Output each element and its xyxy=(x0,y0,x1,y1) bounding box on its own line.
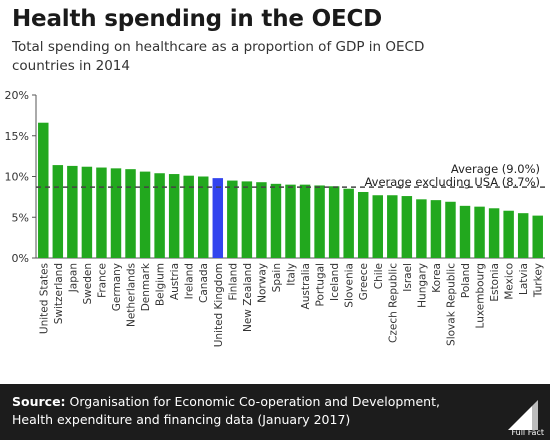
y-tick-label: 20% xyxy=(5,89,29,102)
bar xyxy=(168,174,180,258)
average-excluding-usa-label: Average excluding USA (8.7%) xyxy=(364,175,540,189)
bar xyxy=(38,122,49,259)
bar xyxy=(227,180,238,258)
y-tick-label: 10% xyxy=(5,171,29,184)
bar xyxy=(387,195,398,258)
y-tick-label: 0% xyxy=(12,252,29,265)
source-label: Source: xyxy=(12,394,66,409)
chart-title: Health spending in the OECD xyxy=(12,6,383,32)
x-tick-label: Slovak Republic xyxy=(445,263,457,346)
bar xyxy=(198,176,209,258)
bar xyxy=(343,188,354,258)
x-tick-label: Estonia xyxy=(489,263,501,302)
y-tick-label: 5% xyxy=(12,211,29,224)
bar xyxy=(154,173,165,258)
bar xyxy=(256,182,267,258)
x-tick-label: Portugal xyxy=(315,263,327,307)
x-tick-label: Mexico xyxy=(504,263,516,300)
x-tick-label: Ireland xyxy=(184,263,196,299)
x-tick-label: Poland xyxy=(460,263,472,298)
footer: Source: Organisation for Economic Co-ope… xyxy=(0,384,550,440)
x-tick-label: France xyxy=(96,263,108,298)
bar xyxy=(488,208,500,258)
y-tick-label: 15% xyxy=(5,130,29,143)
logo-text: Full Fact xyxy=(511,428,544,437)
x-tick-label: New Zealand xyxy=(242,263,254,332)
x-tick-label: Sweden xyxy=(82,263,94,305)
source-note: Source: Organisation for Economic Co-ope… xyxy=(12,393,482,429)
x-tick-label: Norway xyxy=(256,263,268,303)
bar xyxy=(328,186,340,258)
bar xyxy=(96,167,107,258)
bar xyxy=(139,171,151,258)
x-tick-label: Netherlands xyxy=(126,263,138,327)
bar xyxy=(110,168,122,258)
x-tick-label: Australia xyxy=(300,263,312,309)
x-tick-label: Belgium xyxy=(155,263,167,306)
x-tick-label: Denmark xyxy=(140,262,152,311)
bar xyxy=(212,178,224,258)
bar xyxy=(517,213,529,258)
bar xyxy=(125,169,136,258)
bar xyxy=(67,165,78,258)
x-tick-label: Slovenia xyxy=(344,263,356,308)
bar xyxy=(401,196,413,258)
bar xyxy=(314,185,325,258)
bar xyxy=(52,165,64,258)
bar xyxy=(285,184,296,258)
full-fact-logo-icon xyxy=(508,400,538,430)
x-tick-label: Canada xyxy=(198,263,210,303)
bar xyxy=(270,183,282,258)
bar xyxy=(81,166,93,258)
bar xyxy=(503,210,514,258)
x-tick-label: Israel xyxy=(402,263,414,292)
bar xyxy=(532,215,543,258)
source-text: Organisation for Economic Co-operation a… xyxy=(12,394,440,427)
bar xyxy=(430,200,442,258)
average-label: Average (9.0%) xyxy=(451,162,540,176)
x-tick-label: Finland xyxy=(227,263,239,301)
x-tick-label: Japan xyxy=(67,263,79,293)
bar xyxy=(459,205,471,258)
x-tick-label: Turkey xyxy=(533,263,545,298)
bar xyxy=(445,201,456,258)
x-tick-label: United States xyxy=(38,263,50,334)
bar xyxy=(241,181,253,258)
x-tick-label: Iceland xyxy=(329,263,341,301)
bar-chart: 0% 5% 10% 15% 20% United States Switzerland Jap… xyxy=(5,89,545,347)
x-tick-label: Germany xyxy=(111,263,123,311)
x-tick-label: Greece xyxy=(358,263,370,300)
x-tick-label: Luxembourg xyxy=(475,263,487,328)
x-tick-label: Hungary xyxy=(416,263,428,308)
x-tick-label: Spain xyxy=(271,263,283,292)
bar xyxy=(416,199,427,258)
x-tick-label: United Kingdom xyxy=(213,263,225,347)
bar xyxy=(183,175,194,258)
chart-subtitle: Total spending on healthcare as a propor… xyxy=(12,39,425,74)
bar xyxy=(299,184,311,258)
bar xyxy=(357,191,369,258)
x-tick-label: Latvia xyxy=(518,263,530,295)
bar xyxy=(372,195,383,258)
bar xyxy=(474,206,485,258)
x-tick-label: Austria xyxy=(169,263,181,300)
x-tick-label: Czech Republic xyxy=(387,263,399,343)
x-tick-label: Chile xyxy=(373,263,385,289)
x-tick-label: Italy xyxy=(286,263,298,286)
x-tick-label: Korea xyxy=(431,263,443,293)
x-tick-label: Switzerland xyxy=(53,263,65,324)
